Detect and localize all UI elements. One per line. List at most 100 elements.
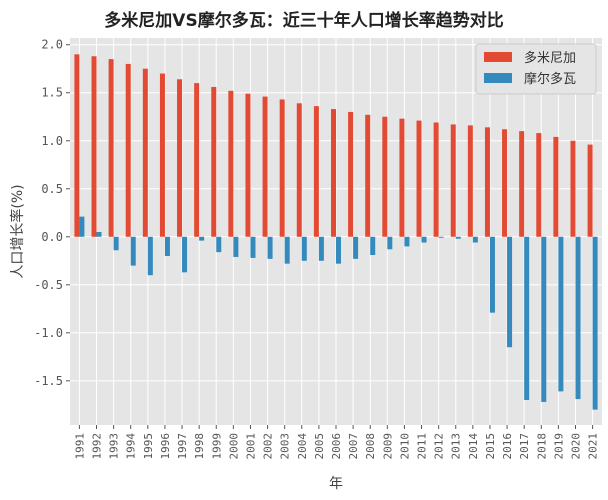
bar-moldova-1999 — [216, 236, 222, 253]
x-tick-label: 1995 — [142, 433, 155, 460]
bar-moldova-1997 — [182, 236, 188, 273]
bar-moldova-1996 — [164, 236, 170, 256]
bar-moldova-2017 — [524, 236, 530, 401]
x-tick-label: 2007 — [347, 433, 360, 460]
bar-dominica-1999 — [211, 86, 217, 237]
x-tick-label: 2021 — [587, 433, 600, 460]
bar-dominica-2021 — [587, 144, 593, 237]
bar-moldova-2000 — [233, 236, 239, 257]
x-tick-label: 2013 — [450, 433, 463, 460]
x-tick-label: 2005 — [313, 433, 326, 460]
y-tick-label: -1.5 — [34, 374, 63, 388]
legend-swatch — [484, 73, 512, 83]
bar-moldova-2004 — [301, 236, 307, 261]
bar-dominica-2000 — [228, 90, 234, 237]
x-tick-label: 2003 — [279, 433, 292, 460]
x-tick-label: 1996 — [159, 433, 172, 460]
bar-dominica-1993 — [108, 59, 114, 237]
y-tick-label: 1.5 — [41, 86, 63, 100]
bar-moldova-1991 — [79, 216, 85, 237]
bar-moldova-1995 — [147, 236, 153, 276]
bar-moldova-2013 — [455, 236, 461, 239]
x-tick-label: 2009 — [381, 433, 394, 460]
x-tick-label: 2000 — [227, 433, 240, 460]
bar-dominica-2011 — [416, 120, 422, 237]
x-tick-label: 2010 — [398, 433, 411, 460]
y-tick-label: -0.5 — [34, 278, 63, 292]
x-tick-label: 1997 — [176, 433, 189, 460]
x-axis-label: 年 — [329, 476, 343, 492]
x-tick-label: 2011 — [416, 433, 429, 460]
x-tick-label: 2001 — [244, 433, 257, 460]
x-tick-label: 1992 — [91, 433, 104, 460]
x-tick-label: 2019 — [552, 433, 565, 460]
bar-moldova-2019 — [558, 236, 564, 392]
bar-dominica-2012 — [433, 122, 439, 237]
bar-moldova-2015 — [489, 236, 495, 313]
bar-moldova-1994 — [130, 236, 136, 266]
bar-dominica-1991 — [74, 54, 80, 237]
bar-dominica-2010 — [399, 118, 405, 237]
bar-dominica-2018 — [536, 133, 542, 237]
bar-dominica-2006 — [331, 109, 336, 237]
bar-dominica-1997 — [177, 79, 183, 237]
bar-moldova-2001 — [250, 236, 256, 258]
x-tick-label: 2006 — [330, 433, 343, 460]
bar-moldova-2020 — [575, 236, 581, 400]
y-tick-label: 0.5 — [41, 182, 63, 196]
y-tick-label: -1.0 — [34, 326, 63, 340]
bar-dominica-2002 — [262, 96, 268, 237]
bar-dominica-2005 — [313, 106, 319, 237]
x-tick-label: 1999 — [210, 433, 223, 460]
bar-dominica-2020 — [570, 140, 576, 237]
bar-moldova-2006 — [336, 236, 341, 264]
x-tick-label: 2012 — [433, 433, 446, 460]
bar-moldova-2008 — [370, 236, 376, 256]
bar-moldova-1993 — [113, 236, 119, 251]
x-tick-label: 2016 — [501, 433, 514, 460]
bar-moldova-1992 — [96, 231, 102, 237]
bar-moldova-2021 — [592, 236, 598, 410]
bar-dominica-2015 — [484, 127, 490, 237]
bar-dominica-1995 — [142, 68, 148, 237]
bar-dominica-2009 — [382, 116, 388, 237]
bar-dominica-1998 — [194, 83, 200, 237]
bar-dominica-2007 — [348, 111, 354, 237]
bar-dominica-1992 — [91, 56, 97, 237]
bar-dominica-2017 — [519, 131, 525, 237]
bar-moldova-2010 — [404, 236, 410, 247]
x-tick-label: 2002 — [262, 433, 275, 460]
bar-dominica-1996 — [159, 73, 165, 237]
x-tick-label: 2008 — [364, 433, 377, 460]
bar-moldova-2016 — [507, 236, 513, 348]
bar-dominica-2019 — [553, 136, 559, 237]
legend-swatch — [484, 52, 512, 62]
x-tick-label: 1991 — [73, 433, 86, 460]
y-tick-label: 0.0 — [41, 230, 63, 244]
x-tick-label: 1993 — [108, 433, 121, 460]
y-tick-label: 2.0 — [41, 38, 63, 52]
x-tick-label: 1998 — [193, 433, 206, 460]
bar-dominica-2014 — [467, 125, 473, 237]
x-tick-label: 2014 — [467, 433, 480, 460]
bar-dominica-2001 — [245, 93, 251, 237]
x-tick-label: 2015 — [484, 433, 497, 460]
bar-moldova-2011 — [421, 236, 427, 243]
bar-moldova-2018 — [541, 236, 547, 402]
bar-moldova-2014 — [472, 236, 478, 243]
bar-dominica-2003 — [279, 99, 285, 237]
bar-moldova-2005 — [318, 236, 324, 261]
legend-label: 摩尔多瓦 — [524, 71, 576, 87]
bar-dominica-2004 — [296, 103, 302, 237]
chart-title: 多米尼加VS摩尔多瓦：近三十年人口增长率趋势对比 — [104, 11, 504, 31]
x-tick-label: 2017 — [518, 433, 531, 460]
bar-dominica-2008 — [365, 114, 371, 237]
bar-moldova-2012 — [438, 236, 444, 238]
y-axis-label: 人口增长率(%) — [9, 184, 26, 278]
legend-label: 多米尼加 — [524, 50, 576, 66]
x-tick-label: 2004 — [296, 433, 309, 460]
y-tick-label: 1.0 — [41, 134, 63, 148]
x-tick-label: 2020 — [569, 433, 582, 460]
bar-moldova-2002 — [267, 236, 273, 259]
